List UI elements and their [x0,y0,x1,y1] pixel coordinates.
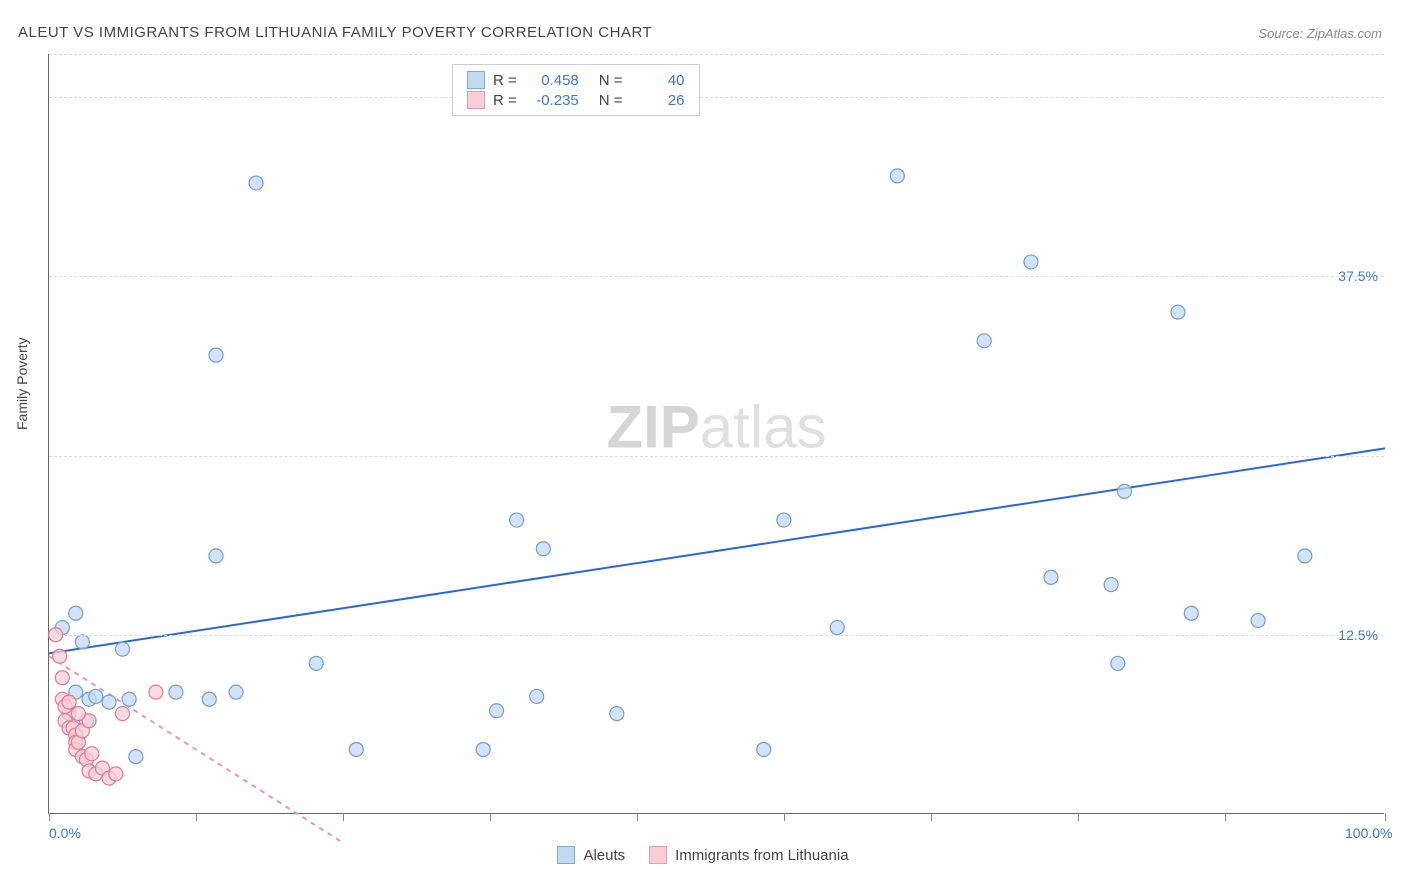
data-point [55,671,69,685]
data-point [476,742,490,756]
y-axis-label: Family Poverty [14,337,30,430]
data-point [349,742,363,756]
y-tick-label: 12.5% [1338,627,1378,643]
data-point [62,695,76,709]
x-tick-label: 100.0% [1345,825,1392,841]
data-point [209,348,223,362]
data-point [890,169,904,183]
data-point [202,692,216,706]
data-point [115,707,129,721]
x-tick [1225,813,1226,821]
data-point [1024,255,1038,269]
data-point [102,695,116,709]
data-point [610,707,624,721]
data-point [115,642,129,656]
data-point [977,334,991,348]
legend-n-value: 40 [631,72,685,89]
data-point [1298,549,1312,563]
data-point [129,750,143,764]
legend-n-label: N = [599,72,623,89]
data-point [209,549,223,563]
legend-item: Immigrants from Lithuania [649,846,848,864]
gridline [49,276,1384,277]
gridline [49,54,1384,55]
legend-row: R = -0.235 N = 26 [467,91,685,109]
data-point [69,606,83,620]
gridline [49,635,1384,636]
legend-swatch [467,91,485,109]
x-tick [784,813,785,821]
legend-series: Aleuts Immigrants from Lithuania [0,846,1406,864]
data-point [249,176,263,190]
data-point [85,747,99,761]
legend-n-label: N = [599,92,623,109]
data-point [490,704,504,718]
x-tick [490,813,491,821]
legend-r-value: -0.235 [525,92,579,109]
data-point [1184,606,1198,620]
legend-r-value: 0.458 [525,72,579,89]
data-point [71,707,85,721]
data-point [229,685,243,699]
legend-r-label: R = [493,92,517,109]
data-point [309,656,323,670]
legend-label: Immigrants from Lithuania [675,847,848,864]
data-point [1111,656,1125,670]
legend-correlation: R = 0.458 N = 40 R = -0.235 N = 26 [452,64,700,116]
data-point [149,685,163,699]
data-point [1117,484,1131,498]
legend-swatch [649,846,667,864]
data-point [1044,570,1058,584]
source-label: Source: ZipAtlas.com [1258,26,1382,41]
data-point [109,767,123,781]
chart-title: ALEUT VS IMMIGRANTS FROM LITHUANIA FAMIL… [18,24,652,41]
plot-area: ZIPatlas 12.5%37.5%0.0%100.0% [48,54,1384,814]
x-tick [637,813,638,821]
gridline [49,97,1384,98]
x-tick-label: 0.0% [49,825,81,841]
data-point [53,649,67,663]
data-point [510,513,524,527]
legend-swatch [557,846,575,864]
legend-item: Aleuts [557,846,625,864]
data-point [75,635,89,649]
x-tick [1078,813,1079,821]
legend-swatch [467,71,485,89]
data-point [830,621,844,635]
trend-line [49,448,1385,653]
legend-r-label: R = [493,72,517,89]
data-point [757,742,771,756]
data-point [1251,613,1265,627]
data-point [89,689,103,703]
x-tick [196,813,197,821]
legend-label: Aleuts [583,847,625,864]
data-point [1104,578,1118,592]
data-point [169,685,183,699]
x-tick [49,813,50,821]
data-point [1171,305,1185,319]
scatter-plot-svg [49,54,1384,813]
y-tick-label: 37.5% [1338,268,1378,284]
legend-row: R = 0.458 N = 40 [467,71,685,89]
x-tick [931,813,932,821]
data-point [122,692,136,706]
x-tick [1385,813,1386,821]
x-tick [343,813,344,821]
data-point [530,689,544,703]
legend-n-value: 26 [631,92,685,109]
data-point [777,513,791,527]
data-point [536,542,550,556]
gridline [49,456,1384,457]
chart-container: ALEUT VS IMMIGRANTS FROM LITHUANIA FAMIL… [0,0,1406,892]
